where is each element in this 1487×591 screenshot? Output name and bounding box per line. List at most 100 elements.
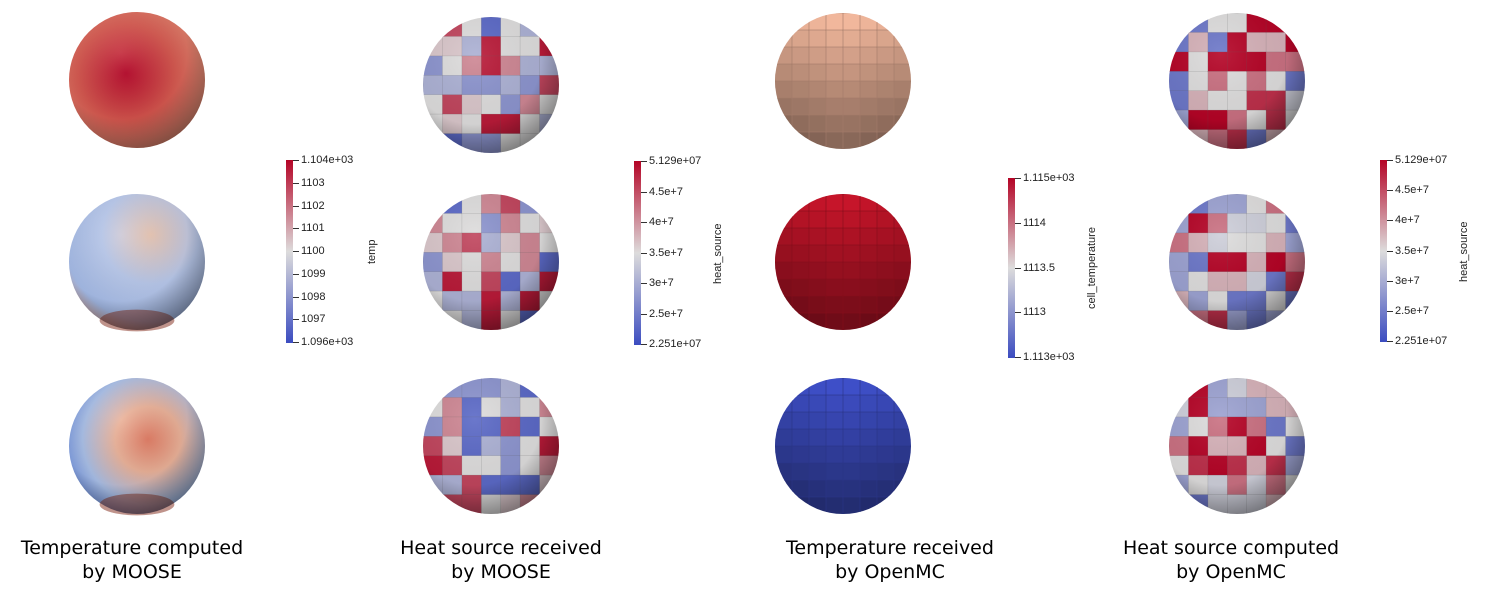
- sphere-facet: [842, 194, 861, 212]
- caption-line: Temperature received: [786, 537, 994, 559]
- sphere-facet: [825, 428, 844, 447]
- colorbar-title: temp: [366, 239, 378, 264]
- colorbar-tick-label: 5.129e+07: [649, 155, 702, 167]
- sphere-facet: [859, 114, 878, 133]
- colorbar-tick-label: 3e+7: [649, 277, 674, 289]
- colorbar-tick: [641, 222, 647, 223]
- sphere-facet: [791, 244, 810, 263]
- sphere-facet: [775, 378, 793, 396]
- colorbar-tick-label: 1102: [301, 200, 325, 212]
- sphere-facet: [876, 411, 895, 430]
- sphere-facet: [876, 210, 895, 229]
- sphere-facet: [876, 378, 895, 396]
- sphere-facet: [893, 46, 911, 65]
- caption-line: by MOOSE: [82, 561, 182, 583]
- sphere-facet: [893, 295, 911, 314]
- sphere-patch: [1169, 494, 1190, 514]
- sphere-facet: [859, 411, 878, 430]
- sphere-facet: [876, 244, 895, 263]
- sphere-facet: [791, 194, 810, 212]
- sphere-facet: [808, 445, 827, 464]
- sphere-openmc-temp-1: [775, 13, 911, 149]
- sphere-facet: [876, 278, 895, 297]
- sphere-facet: [842, 312, 861, 330]
- sphere-facet: [825, 97, 844, 116]
- caption-temperature-received-openmc: Temperature received by OpenMC: [760, 536, 1020, 584]
- sphere-facet: [808, 394, 827, 413]
- colorbar-tick-label: 2.5e+7: [1395, 305, 1429, 317]
- sphere-facet: [825, 445, 844, 464]
- sphere-shading: [423, 194, 559, 330]
- sphere-facet: [842, 97, 861, 116]
- sphere-facet: [825, 63, 844, 82]
- sphere-facet: [825, 244, 844, 263]
- sphere-facet: [791, 378, 810, 396]
- sphere-facet: [775, 295, 793, 314]
- sphere-patch: [1169, 194, 1190, 215]
- sphere-facet: [791, 479, 810, 498]
- sphere-facet: [893, 428, 911, 447]
- sphere-facet: [842, 428, 861, 447]
- sphere-facet: [791, 114, 810, 133]
- sphere-facet: [859, 496, 878, 514]
- colorbar-tick-label: 1113.5: [1023, 262, 1056, 274]
- sphere-facet: [859, 312, 878, 330]
- colorbar-tick: [293, 274, 299, 275]
- sphere-facet: [842, 227, 861, 246]
- sphere-facet: [775, 428, 793, 447]
- sphere-facet: [808, 462, 827, 481]
- colorbar-tick: [1387, 251, 1393, 252]
- colorbar-tick: [293, 297, 299, 298]
- sphere-facet: [808, 29, 827, 48]
- colorbar-tick-label: 3.5e+7: [649, 247, 683, 259]
- sphere-patch: [539, 17, 559, 38]
- sphere-facet: [775, 46, 793, 65]
- sphere-facet: [893, 210, 911, 229]
- sphere-facet: [775, 210, 793, 229]
- colorbar-tick-label: 4.5e+7: [1395, 184, 1429, 196]
- colorbar-tick-label: 1.113e+03: [1023, 351, 1075, 363]
- sphere-facet: [775, 97, 793, 116]
- sphere-facet: [859, 97, 878, 116]
- colorbar-tick-label: 4e+7: [1395, 214, 1420, 226]
- sphere-facet: [876, 13, 895, 31]
- caption-line: Heat source received: [400, 537, 602, 559]
- sphere-facet: [808, 479, 827, 498]
- sphere-facet: [859, 227, 878, 246]
- sphere-patch: [1285, 378, 1305, 399]
- sphere-facet: [791, 278, 810, 297]
- sphere-facet: [842, 80, 861, 99]
- sphere-facet: [859, 210, 878, 229]
- sphere-facet: [825, 312, 844, 330]
- sphere-facet: [876, 496, 895, 514]
- sphere-shading: [69, 194, 205, 330]
- colorbar-tick: [1387, 160, 1393, 161]
- sphere-facet: [893, 378, 911, 396]
- sphere-facet: [859, 445, 878, 464]
- sphere-facet: [859, 479, 878, 498]
- sphere-facet: [791, 312, 810, 330]
- colorbar-heat-source-openmc: 5.129e+07 4.5e+7 4e+7 3.5e+7 3e+7 2.5e+7 2.251…: [1380, 154, 1487, 347]
- sphere-facet: [893, 261, 911, 280]
- colorbar-tick-label: 1.104e+03: [301, 154, 354, 166]
- sphere-facet: [876, 29, 895, 48]
- sphere-facet: [808, 312, 827, 330]
- colorbar-tick-label: 1113: [1023, 306, 1046, 318]
- sphere-facet: [825, 46, 844, 65]
- caption-line: Temperature computed: [20, 537, 244, 559]
- sphere-facet: [876, 462, 895, 481]
- sphere-facet: [893, 97, 911, 116]
- caption-heat-source-received-moose: Heat source received by MOOSE: [371, 536, 631, 584]
- colorbar-gradient: [634, 161, 641, 345]
- sphere-patch: [1285, 310, 1305, 330]
- sphere-facet: [808, 80, 827, 99]
- sphere-facet: [859, 462, 878, 481]
- sphere-facet: [876, 428, 895, 447]
- sphere-facet: [775, 29, 793, 48]
- caption-heat-source-computed-openmc: Heat source computed by OpenMC: [1101, 536, 1361, 584]
- sphere-facet: [791, 445, 810, 464]
- sphere-facet: [791, 131, 810, 149]
- sphere-facet: [775, 194, 793, 212]
- sphere-facet: [859, 13, 878, 31]
